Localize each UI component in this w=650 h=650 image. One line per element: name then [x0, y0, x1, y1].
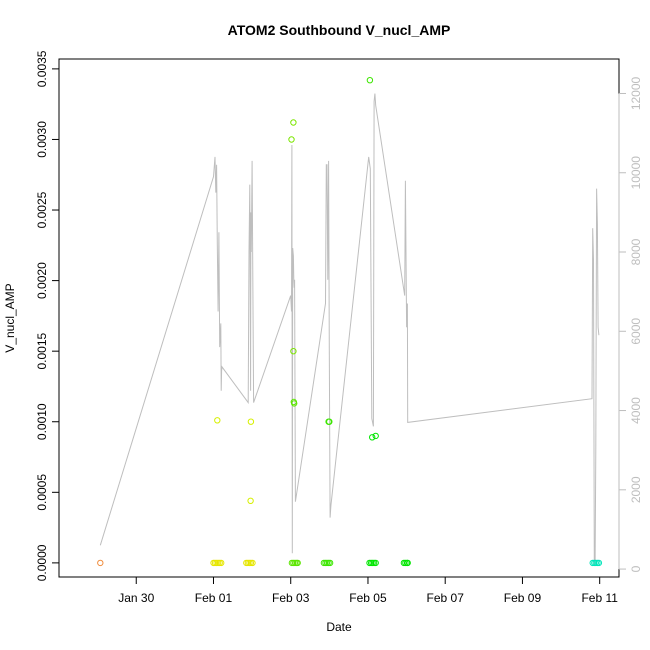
y-tick-label: 0.0000	[35, 544, 49, 581]
data-point	[326, 418, 333, 425]
y-axis-right: 0 2000 4000 6000 8000 10000 12000	[618, 76, 643, 572]
data-point	[372, 559, 379, 567]
y-tick-label: 0.0035	[35, 50, 49, 87]
data-point	[291, 400, 298, 407]
data-point	[404, 559, 411, 567]
x-axis-label: Date	[326, 620, 352, 634]
data-point	[97, 559, 104, 567]
y2-tick-label: 4000	[629, 397, 643, 424]
data-point	[294, 559, 301, 567]
y-axis-left: 0.0000 0.0005 0.0010 0.0015 0.0020 0.0025 0.00…	[35, 50, 59, 581]
points-layer	[97, 77, 603, 567]
y2-tick-label: 2000	[629, 476, 643, 503]
data-point	[249, 559, 256, 567]
y-tick-label: 0.0010	[35, 403, 49, 440]
y-tick-label: 0.0015	[35, 332, 49, 369]
y-tick-label: 0.0025	[35, 191, 49, 228]
data-point	[218, 559, 225, 567]
secondary-series-line	[99, 93, 600, 566]
x-tick-label: Jan 30	[118, 591, 154, 605]
y2-tick-label: 8000	[629, 238, 643, 265]
data-point	[369, 434, 376, 441]
data-point	[247, 497, 254, 504]
chart-title: ATOM2 Southbound V_nucl_AMP	[228, 22, 451, 38]
y2-tick-label: 10000	[629, 156, 643, 190]
y2-tick-label: 0	[629, 565, 643, 572]
data-point	[290, 119, 297, 126]
y-tick-label: 0.0030	[35, 121, 49, 158]
x-tick-label: Feb 01	[195, 591, 233, 605]
data-point	[247, 418, 255, 425]
y-tick-label: 0.0005	[35, 474, 49, 511]
x-tick-label: Feb 11	[581, 591, 618, 605]
data-point	[372, 432, 379, 440]
x-tick-label: Feb 05	[349, 591, 387, 605]
data-point	[595, 559, 603, 567]
y2-tick-label: 12000	[629, 76, 643, 110]
data-point	[326, 559, 334, 567]
data-point	[288, 136, 295, 143]
x-tick-label: Feb 09	[504, 591, 542, 605]
data-point	[214, 417, 221, 424]
y-axis-label: V_nucl_AMP	[3, 283, 17, 352]
x-tick-label: Feb 03	[272, 591, 310, 605]
x-axis: Jan 30 Feb 01 Feb 03 Feb 05 Feb 07 Feb 09 Feb …	[118, 577, 618, 605]
data-point	[290, 348, 297, 355]
y-tick-label: 0.0020	[35, 262, 49, 299]
data-point	[366, 77, 374, 84]
x-tick-label: Feb 07	[427, 591, 465, 605]
y2-tick-label: 6000	[629, 318, 643, 345]
secondary-series-layer	[99, 93, 600, 566]
